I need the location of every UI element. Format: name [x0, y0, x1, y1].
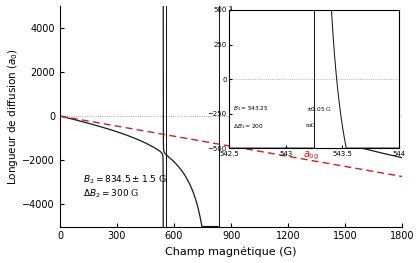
- X-axis label: Champ magnétique (G): Champ magnétique (G): [165, 247, 297, 257]
- Y-axis label: Longueur de diffusion ($a_0$): Longueur de diffusion ($a_0$): [5, 48, 20, 185]
- Text: $B_2 = 834.5 \pm 1.5$ G
$\Delta B_2 = 300$ G: $B_2 = 834.5 \pm 1.5$ G $\Delta B_2 = 30…: [83, 174, 167, 200]
- Text: $a_{\mathrm{bg}}$: $a_{\mathrm{bg}}$: [303, 149, 319, 162]
